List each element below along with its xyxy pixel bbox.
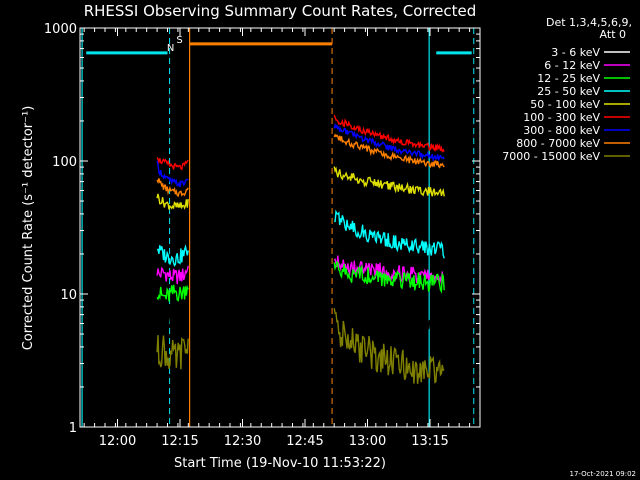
series-line	[156, 178, 189, 198]
x-tick-label: 12:15	[161, 434, 198, 449]
series-line	[156, 157, 189, 171]
x-tick-label: 12:00	[99, 434, 136, 449]
legend-label: 6 - 12 keV	[544, 59, 600, 72]
y-tick-label: 1	[69, 421, 77, 436]
legend-label: 12 - 25 keV	[537, 72, 600, 85]
series-line	[333, 260, 445, 294]
legend-label: 300 - 800 keV	[523, 124, 600, 137]
plot-frame	[79, 27, 481, 428]
series-line	[156, 335, 189, 370]
series-line	[333, 133, 445, 169]
x-axis-label: Start Time (19-Nov-10 11:53:22)	[174, 456, 386, 471]
legend-header-line-1: Det 1,3,4,5,6,9,	[546, 16, 632, 29]
x-tick-label: 13:00	[349, 434, 386, 449]
series-line	[334, 209, 445, 259]
chart-title: RHESSI Observing Summary Count Rates, Co…	[84, 2, 477, 20]
series-line	[157, 244, 189, 268]
status-bars	[86, 42, 472, 55]
series-lines	[156, 114, 445, 384]
y-tick-label: 1000	[44, 22, 77, 37]
y-tick-label: 10	[60, 288, 77, 303]
series-line	[333, 122, 445, 163]
saa-marker-label: S	[176, 35, 182, 46]
series-line	[333, 114, 445, 154]
axis-ticks: 12:00 12:15 12:30 12:45 13:00 13:15 1 10 100 1000	[44, 22, 480, 449]
series-line	[156, 160, 189, 188]
series-line	[156, 193, 189, 210]
series-line	[156, 265, 189, 285]
legend-label: 100 - 300 keV	[523, 111, 600, 124]
y-tick-label: 100	[52, 155, 77, 170]
legend-label: 7000 - 15000 keV	[502, 150, 600, 163]
legend-label: 25 - 50 keV	[537, 85, 600, 98]
series-line	[156, 284, 189, 302]
legend-label: 3 - 6 keV	[551, 46, 600, 59]
x-tick-label: 13:15	[411, 434, 448, 449]
series-line	[156, 289, 189, 352]
y-axis-label: Corrected Count Rate (s⁻¹ detector⁻¹)	[21, 106, 36, 351]
series-line	[333, 166, 445, 197]
legend-label: 800 - 7000 keV	[516, 137, 600, 150]
series-line	[333, 255, 445, 287]
legend-label: 50 - 100 keV	[530, 98, 600, 111]
legend-header-line-2: Att 0	[600, 28, 626, 41]
series-line	[333, 308, 445, 384]
date-stamp: 17-Oct-2021 09:02	[570, 470, 636, 478]
night-marker-label: N	[167, 43, 174, 54]
x-tick-label: 12:45	[286, 434, 323, 449]
x-tick-label: 12:30	[224, 434, 261, 449]
